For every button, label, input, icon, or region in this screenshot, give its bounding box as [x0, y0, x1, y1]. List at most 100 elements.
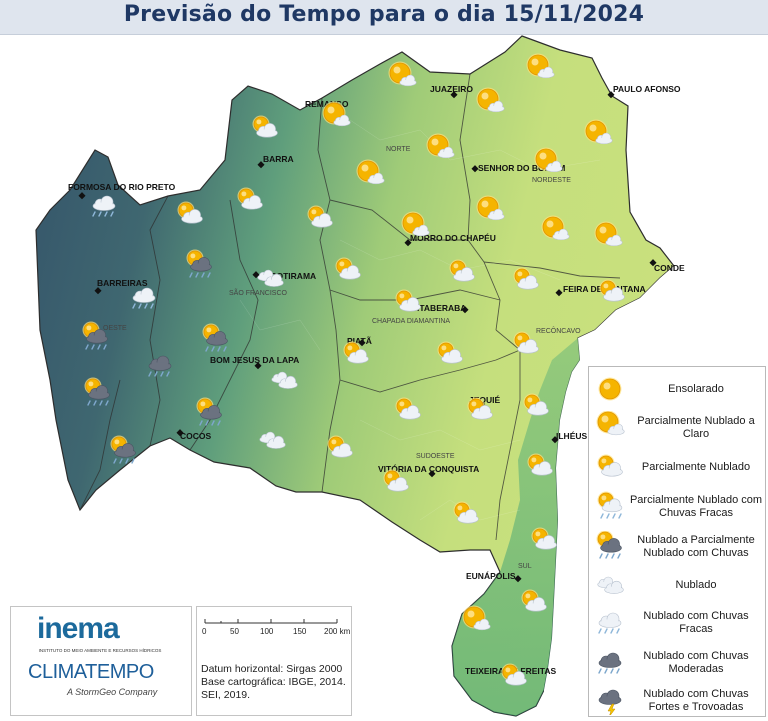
region-labels: NORTE NORDESTE SÃO FRANCISCO CHAPADA DIA… — [103, 146, 581, 570]
legend-label: Parcialmente Nublado a Claro — [637, 415, 755, 440]
weather-icon-dark-sun-rain — [202, 323, 228, 352]
municipal-texture — [239, 119, 601, 521]
legend-label: Nublado com Chuvas Moderadas — [643, 650, 749, 675]
weather-icon-pc — [343, 341, 369, 364]
datum-line: SEI, 2019. — [201, 689, 251, 701]
weather-icon-pc-clear — [462, 605, 491, 631]
weather-icon-pc — [327, 435, 353, 458]
region-sudoeste: SUDOESTE — [416, 453, 455, 460]
weather-icon-pc-clear — [584, 119, 613, 145]
weather-icon-pc — [513, 331, 539, 354]
region-borders — [79, 73, 621, 541]
legend-label: Nublado com Chuvas Fracas — [643, 610, 749, 635]
svg-text:BOM JESUS DA LAPA: BOM JESUS DA LAPA — [210, 355, 299, 365]
svg-text:JEQUIÉ: JEQUIÉ — [469, 395, 501, 405]
sun-partly-cloudy-icon — [596, 411, 625, 436]
weather-icon-pc — [335, 257, 361, 280]
svg-text:BARREIRAS: BARREIRAS — [97, 278, 148, 288]
sun-icon — [598, 377, 622, 401]
weather-icon-pc — [383, 469, 409, 492]
cloudy-moderate-rain-icon — [598, 652, 622, 674]
stormgeo-tagline: A StormGeo Company — [67, 687, 158, 697]
city-eunapolis: EUNÁPOLIS — [466, 571, 522, 583]
svg-text:EUNÁPOLIS: EUNÁPOLIS — [466, 571, 516, 581]
legend-label: Parcialmente Nublado — [641, 461, 751, 473]
legend-item-cloudy: Nublado — [589, 571, 765, 599]
weather-icon-cloud — [257, 269, 284, 287]
scale-tick: 0 — [202, 627, 207, 636]
datum-line: Base cartográfica: IBGE, 2014. — [201, 676, 346, 688]
weather-icon-pc — [501, 663, 527, 686]
scale-bar — [204, 619, 338, 624]
region-sao-francisco: SÃO FRANCISCO — [229, 288, 288, 297]
weather-icon-pc-clear — [526, 53, 555, 79]
city-cocos: COCOS — [176, 429, 212, 441]
city-piata: PIATÃ — [347, 336, 372, 347]
datum-text: Datum horizontal: Sirgas 2000 Base carto… — [201, 663, 346, 702]
weather-icon-dark-sun-rain — [82, 321, 108, 350]
cloudy-icon — [597, 576, 624, 594]
legend-label: Nublado — [675, 579, 717, 591]
weather-icon-pc — [395, 289, 421, 312]
svg-text:FORMOSA DO RIO PRETO: FORMOSA DO RIO PRETO — [68, 182, 176, 192]
svg-text:COCOS: COCOS — [180, 431, 212, 441]
region-sul: SUL — [518, 563, 532, 570]
weather-icon-pc — [449, 259, 475, 282]
weather-icon-cloud — [259, 431, 286, 449]
city-itaberaba: ITABERABA — [417, 303, 469, 314]
scale-tick: 200 km — [324, 627, 351, 636]
legend-item-cloudy-light-rain: Nublado com Chuvas Fracas — [589, 607, 765, 639]
region-reconcavo: RECÔNCAVO — [536, 326, 581, 335]
svg-text:ITABERABA: ITABERABA — [417, 303, 466, 313]
partly-cloudy-light-rain-icon — [597, 491, 623, 519]
weather-icon-pc — [521, 589, 547, 612]
weather-icon-pc-clear — [534, 147, 563, 173]
legend: Ensolarado Parcialmente Nublado a Claro … — [588, 366, 766, 717]
weather-icon-pc — [523, 393, 549, 416]
weather-icon-pc — [527, 453, 553, 476]
region-oeste: OESTE — [103, 325, 127, 332]
weather-icon-pc-clear — [541, 215, 570, 241]
weather-icon-dark-rain — [148, 355, 172, 377]
weather-icon-pc-clear — [426, 133, 455, 159]
weather-icon-pc — [307, 205, 333, 228]
storm-icon — [598, 689, 622, 715]
svg-text:PIATÃ: PIATÃ — [347, 336, 372, 346]
city-conde: CONDE — [649, 259, 685, 273]
svg-text:ILHÉUS: ILHÉUS — [556, 431, 588, 441]
weather-icon-pc — [437, 341, 463, 364]
region-chapada-diamantina: CHAPADA DIAMANTINA — [372, 318, 450, 325]
city-vitoria-da-conquista: VITÓRIA DA CONQUISTA — [378, 463, 479, 478]
legend-label: Nublado a Parcialmente Nublado com Chuva… — [637, 534, 755, 559]
svg-text:BARRA: BARRA — [263, 154, 294, 164]
weather-icon-pc — [513, 267, 539, 290]
weather-icon-dark-sun-rain — [196, 397, 222, 426]
weather-icon-pc-clear — [388, 61, 417, 87]
climatempo-logo: CLIMATEMPO — [28, 661, 154, 683]
scale-tick: 100 — [260, 627, 274, 636]
city-bom-jesus-da-lapa: BOM JESUS DA LAPA — [210, 355, 299, 370]
region-nordeste: NORDESTE — [532, 177, 571, 184]
scale-box: 0 50 100 150 200 km Datum horizontal: Si… — [196, 606, 352, 716]
legend-item-sunny: Ensolarado — [589, 375, 765, 403]
weather-icon-pc — [467, 397, 493, 420]
city-barra: BARRA — [257, 154, 294, 169]
weather-icon-pc-clear — [476, 195, 505, 221]
svg-text:CONDE: CONDE — [654, 263, 685, 273]
city-paulo-afonso: PAULO AFONSO — [607, 84, 681, 99]
datum-line: Datum horizontal: Sirgas 2000 — [201, 663, 343, 675]
city-morro-do-chapeu: MORRO DO CHAPÉU — [404, 233, 496, 247]
partly-cloudy-icon — [597, 454, 623, 477]
legend-item-partly-clear: Parcialmente Nublado a Claro — [589, 411, 765, 441]
weather-icon-cloud — [271, 371, 298, 389]
svg-text:SENHOR DO BONFIM: SENHOR DO BONFIM — [478, 163, 565, 173]
scale-tick: 150 — [293, 627, 307, 636]
weather-icon-cloud-rain — [92, 195, 116, 217]
svg-text:VITÓRIA DA CONQUISTA: VITÓRIA DA CONQUISTA — [378, 463, 479, 474]
legend-item-cloudy-partly-rain: Nublado a Parcialmente Nublado com Chuva… — [589, 531, 765, 563]
svg-text:IBOTIRAMA: IBOTIRAMA — [268, 271, 316, 281]
logo-box: inema INSTITUTO DO MEIO AMBIENTE E RECUR… — [10, 606, 192, 716]
weather-icon-cloud-rain — [132, 287, 156, 309]
svg-text:JUAZEIRO: JUAZEIRO — [430, 84, 473, 94]
legend-item-storm: Nublado com Chuvas Fortes e Trovoadas — [589, 685, 765, 717]
